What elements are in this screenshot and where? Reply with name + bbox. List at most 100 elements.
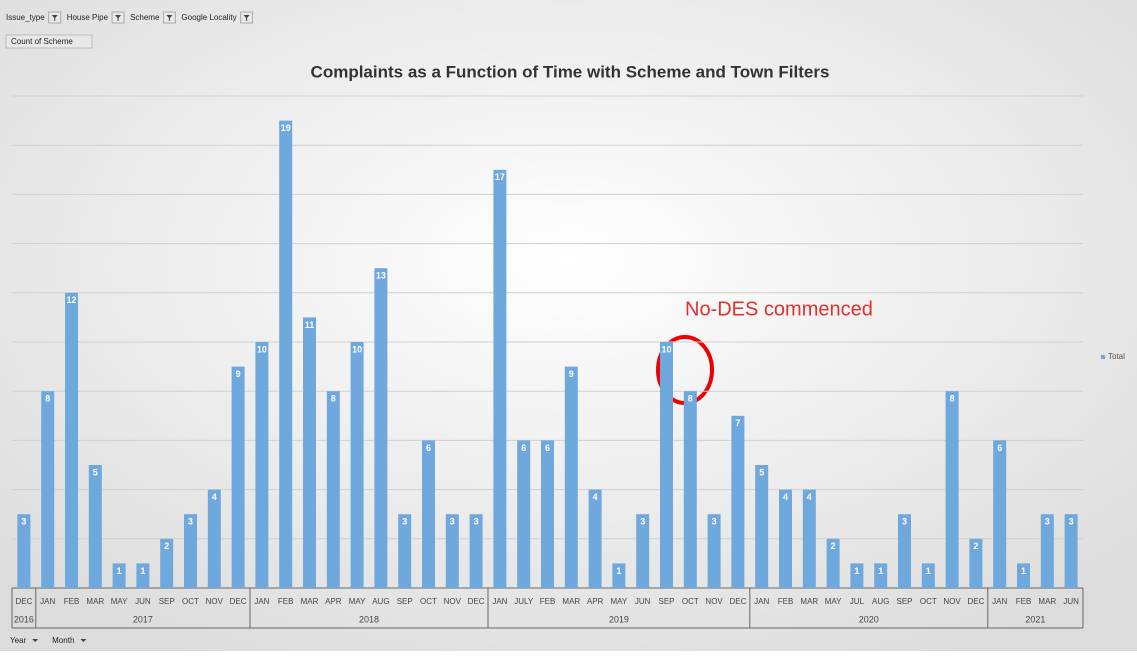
bar	[17, 514, 31, 588]
data-label: 2	[973, 541, 978, 551]
x-tick-label: MAR	[1038, 597, 1056, 606]
data-label: 3	[1045, 517, 1050, 527]
bar	[422, 440, 435, 588]
bar	[826, 538, 840, 588]
x-tick-label: FEB	[64, 597, 80, 606]
bar	[921, 563, 935, 588]
bar	[1040, 514, 1054, 588]
data-label: 19	[281, 123, 291, 133]
filter-icon[interactable]	[166, 15, 173, 21]
data-label: 6	[521, 443, 526, 453]
x-tick-label: APR	[325, 597, 342, 606]
x-tick-label: SEP	[159, 597, 175, 606]
axis-field-label[interactable]: Year	[10, 636, 27, 645]
bar	[445, 514, 459, 588]
filter-icon[interactable]	[243, 15, 250, 21]
x-tick-label: FEB	[778, 597, 794, 606]
x-tick-label: JULY	[514, 597, 534, 606]
bar	[707, 514, 721, 588]
bar	[279, 120, 293, 588]
filter-icon[interactable]	[115, 15, 122, 21]
data-label: 3	[21, 517, 26, 527]
bar	[874, 563, 888, 588]
value-field-button[interactable]	[5, 34, 93, 49]
filter-label[interactable]: House Pipe	[67, 13, 109, 22]
filter-icon[interactable]	[51, 15, 58, 21]
dropdown-icon[interactable]	[32, 639, 39, 642]
x-tick-label: JUN	[635, 597, 651, 606]
bar	[88, 465, 102, 588]
data-label: 9	[236, 369, 241, 379]
x-tick-label: NOV	[705, 597, 723, 606]
data-label: 1	[117, 566, 122, 576]
filter-label[interactable]: Issue_type	[6, 13, 45, 22]
bar	[1064, 514, 1078, 588]
x-tick-label: FEB	[278, 597, 294, 606]
filter-label[interactable]: Scheme	[130, 13, 160, 22]
bar	[374, 268, 388, 588]
x-tick-label: MAY	[349, 597, 366, 606]
data-label: 1	[140, 566, 145, 576]
bar	[898, 514, 911, 588]
data-label: 3	[1069, 517, 1074, 527]
x-tick-label: OCT	[182, 597, 199, 606]
bar	[850, 563, 864, 588]
x-tick-label: MAR	[86, 597, 104, 606]
bar	[993, 440, 1007, 588]
x-tick-label: MAR	[301, 597, 319, 606]
filter-label[interactable]: Google Locality	[181, 13, 236, 22]
bar	[469, 514, 483, 588]
data-label: 6	[997, 443, 1002, 453]
bar	[160, 538, 174, 588]
data-label: 8	[950, 394, 955, 404]
year-label: 2021	[1025, 614, 1045, 624]
year-label: 2018	[359, 614, 379, 624]
bar	[660, 342, 673, 588]
x-tick-label: JAN	[40, 597, 55, 606]
value-field-label[interactable]: Count of Scheme	[11, 37, 73, 46]
bar	[65, 292, 78, 588]
chart-title: Complaints as a Function of Time with Sc…	[311, 62, 830, 81]
dropdown-icon[interactable]	[80, 639, 87, 642]
year-label: 2017	[133, 614, 153, 624]
data-label: 4	[212, 492, 217, 502]
x-tick-label: JAN	[254, 597, 269, 606]
bar	[779, 489, 792, 588]
bar	[541, 440, 554, 588]
data-label: 3	[188, 517, 193, 527]
data-label: 3	[402, 517, 407, 527]
x-tick-label: MAY	[825, 597, 842, 606]
x-tick-label: JUN	[1063, 597, 1079, 606]
x-tick-label: DEC	[729, 597, 746, 606]
bar	[493, 169, 507, 589]
bar	[636, 514, 650, 588]
bar	[112, 563, 126, 588]
annotation: No-DES commenced	[685, 298, 873, 320]
data-label: 4	[807, 492, 812, 502]
x-tick-label: MAR	[800, 597, 818, 606]
x-tick-label: JAN	[992, 597, 1007, 606]
x-tick-label: SEP	[397, 597, 413, 606]
data-label: 5	[93, 467, 98, 477]
x-tick-label: NOV	[444, 597, 462, 606]
x-tick-label: DEC	[230, 597, 247, 606]
data-label: 2	[164, 541, 169, 551]
data-label: 3	[474, 517, 479, 527]
bar	[731, 415, 745, 588]
data-label: 6	[426, 443, 431, 453]
axis-field-label[interactable]: Month	[52, 636, 74, 645]
x-tick-label: NOV	[206, 597, 224, 606]
year-label: 2020	[859, 614, 879, 624]
legend-swatch	[1101, 355, 1105, 359]
year-label: 2016	[14, 614, 34, 624]
bar	[564, 366, 578, 588]
x-tick-label: MAR	[562, 597, 580, 606]
data-label: 3	[450, 517, 455, 527]
x-tick-label: FEB	[540, 597, 556, 606]
bar	[207, 489, 221, 588]
bar	[969, 538, 983, 588]
x-tick-label: APR	[587, 597, 604, 606]
data-label: 4	[783, 492, 788, 502]
